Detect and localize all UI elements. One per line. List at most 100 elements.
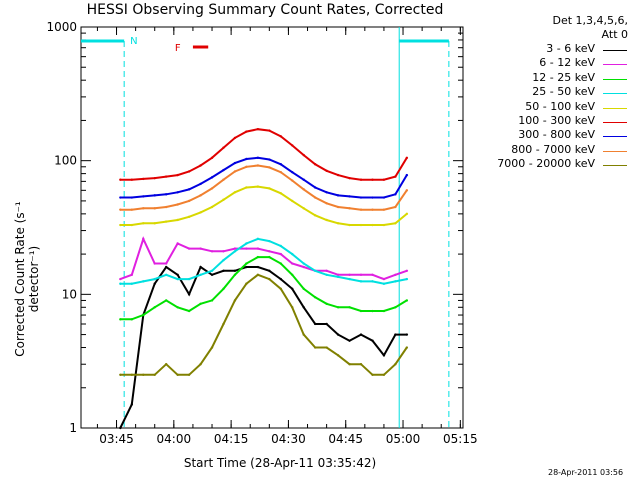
- series-point-50-100-kev: [233, 191, 237, 194]
- series-point-6-12-kev: [268, 250, 271, 253]
- series-point-25-50-kev: [268, 239, 271, 243]
- series-point-50-100-kev: [187, 215, 191, 219]
- series-point-100-300-kev: [153, 176, 156, 180]
- series-point-3-6-kev: [153, 282, 156, 285]
- x-tick-label: 05:00: [386, 432, 421, 446]
- series-point-12-25-kev: [210, 299, 214, 302]
- series-point-50-100-kev: [164, 220, 168, 223]
- x-tick-label: 05:15: [443, 432, 478, 446]
- series-point-100-300-kev: [164, 175, 168, 178]
- x-tick-label: 04:15: [214, 432, 249, 446]
- series-point-7000-20000-kev: [279, 287, 282, 291]
- series-point-3-6-kev: [382, 354, 386, 357]
- series-point-3-6-kev: [279, 277, 282, 281]
- series-point-100-300-kev: [371, 178, 374, 181]
- series-line-300-800-kev: [120, 156, 408, 199]
- series-point-300-800-kev: [142, 195, 145, 198]
- series-point-6-12-kev: [233, 247, 237, 250]
- series-point-25-50-kev: [233, 250, 237, 253]
- series-point-50-100-kev: [153, 222, 156, 225]
- series-point-25-50-kev: [222, 259, 225, 262]
- series-point-3-6-kev: [256, 265, 260, 269]
- series-point-300-800-kev: [348, 195, 351, 198]
- series-point-6-12-kev: [199, 247, 202, 250]
- series-point-800-7000-kev: [233, 170, 237, 173]
- series-point-25-50-kev: [199, 273, 202, 277]
- series-point-12-25-kev: [336, 306, 340, 309]
- series-point-12-25-kev: [130, 318, 134, 321]
- series-point-7000-20000-kev: [119, 373, 122, 377]
- series-point-800-7000-kev: [187, 199, 191, 203]
- series-point-25-50-kev: [371, 280, 374, 283]
- series-point-12-25-kev: [382, 309, 386, 313]
- series-point-100-300-kev: [268, 129, 271, 132]
- series-point-6-12-kev: [279, 252, 282, 256]
- series-point-12-25-kev: [325, 302, 328, 305]
- series-point-300-800-kev: [268, 158, 271, 161]
- series-point-6-12-kev: [119, 277, 122, 281]
- series-point-7000-20000-kev: [210, 346, 214, 349]
- series-point-6-12-kev: [130, 273, 134, 277]
- series-point-7000-20000-kev: [336, 354, 340, 357]
- series-point-25-50-kev: [405, 277, 409, 281]
- series-point-50-100-kev: [176, 218, 179, 222]
- series-point-800-7000-kev: [164, 205, 168, 209]
- series-point-300-800-kev: [279, 163, 282, 166]
- series-point-300-800-kev: [302, 178, 305, 181]
- series-point-12-25-kev: [233, 273, 237, 277]
- series-point-7000-20000-kev: [142, 373, 145, 377]
- series-point-50-100-kev: [313, 214, 317, 217]
- series-point-12-25-kev: [359, 309, 363, 313]
- legend-label: 100 - 300 keV: [518, 114, 595, 127]
- series-point-7000-20000-kev: [153, 373, 156, 377]
- series-point-25-50-kev: [325, 273, 328, 277]
- series-point-25-50-kev: [187, 277, 191, 281]
- series-point-3-6-kev: [268, 269, 271, 272]
- series-point-6-12-kev: [359, 273, 363, 277]
- series-point-50-100-kev: [245, 186, 248, 189]
- series-point-25-50-kev: [279, 244, 282, 248]
- series-point-6-12-kev: [325, 269, 328, 272]
- legend-label: 800 - 7000 keV: [511, 142, 595, 156]
- series-point-6-12-kev: [371, 273, 374, 277]
- series-point-12-25-kev: [164, 299, 168, 302]
- series-point-25-50-kev: [210, 269, 214, 272]
- series-line-12-25-kev: [120, 256, 408, 321]
- series-point-7000-20000-kev: [359, 363, 363, 366]
- series-point-300-800-kev: [233, 161, 237, 165]
- series-point-12-25-kev: [371, 309, 374, 313]
- series-point-800-7000-kev: [245, 165, 248, 168]
- legend-swatch: [603, 78, 627, 80]
- series-point-6-12-kev: [164, 262, 168, 265]
- series-point-3-6-kev: [405, 333, 409, 336]
- series-point-800-7000-kev: [405, 189, 409, 192]
- series-point-6-12-kev: [291, 262, 294, 265]
- series-point-7000-20000-kev: [268, 277, 271, 281]
- chart-title: HESSI Observing Summary Count Rates, Cor…: [86, 2, 444, 18]
- series-point-300-800-kev: [164, 193, 168, 196]
- series-point-100-300-kev: [348, 176, 351, 180]
- series-point-12-25-kev: [313, 296, 317, 299]
- series-point-100-300-kev: [199, 164, 202, 167]
- series-point-800-7000-kev: [313, 196, 317, 199]
- series-point-12-25-kev: [348, 306, 351, 309]
- series-point-3-6-kev: [233, 269, 237, 272]
- series-point-3-6-kev: [176, 273, 179, 277]
- series-point-6-12-kev: [348, 273, 351, 277]
- series-point-25-50-kev: [382, 282, 386, 285]
- series-point-800-7000-kev: [371, 208, 374, 211]
- series-point-25-50-kev: [359, 280, 363, 283]
- series-point-300-800-kev: [153, 194, 156, 197]
- series-point-25-50-kev: [153, 277, 156, 281]
- legend-swatch: [603, 165, 627, 167]
- series-point-7000-20000-kev: [233, 299, 237, 302]
- series-point-7000-20000-kev: [302, 333, 305, 336]
- legend-swatch: [603, 136, 627, 138]
- series-point-7000-20000-kev: [405, 346, 409, 349]
- series-point-50-100-kev: [256, 185, 260, 188]
- series-line-3-6-kev: [119, 265, 407, 429]
- x-tick-label: 04:30: [271, 432, 306, 446]
- series-point-12-25-kev: [199, 302, 202, 305]
- series-point-25-50-kev: [142, 280, 145, 283]
- series-point-25-50-kev: [313, 269, 317, 272]
